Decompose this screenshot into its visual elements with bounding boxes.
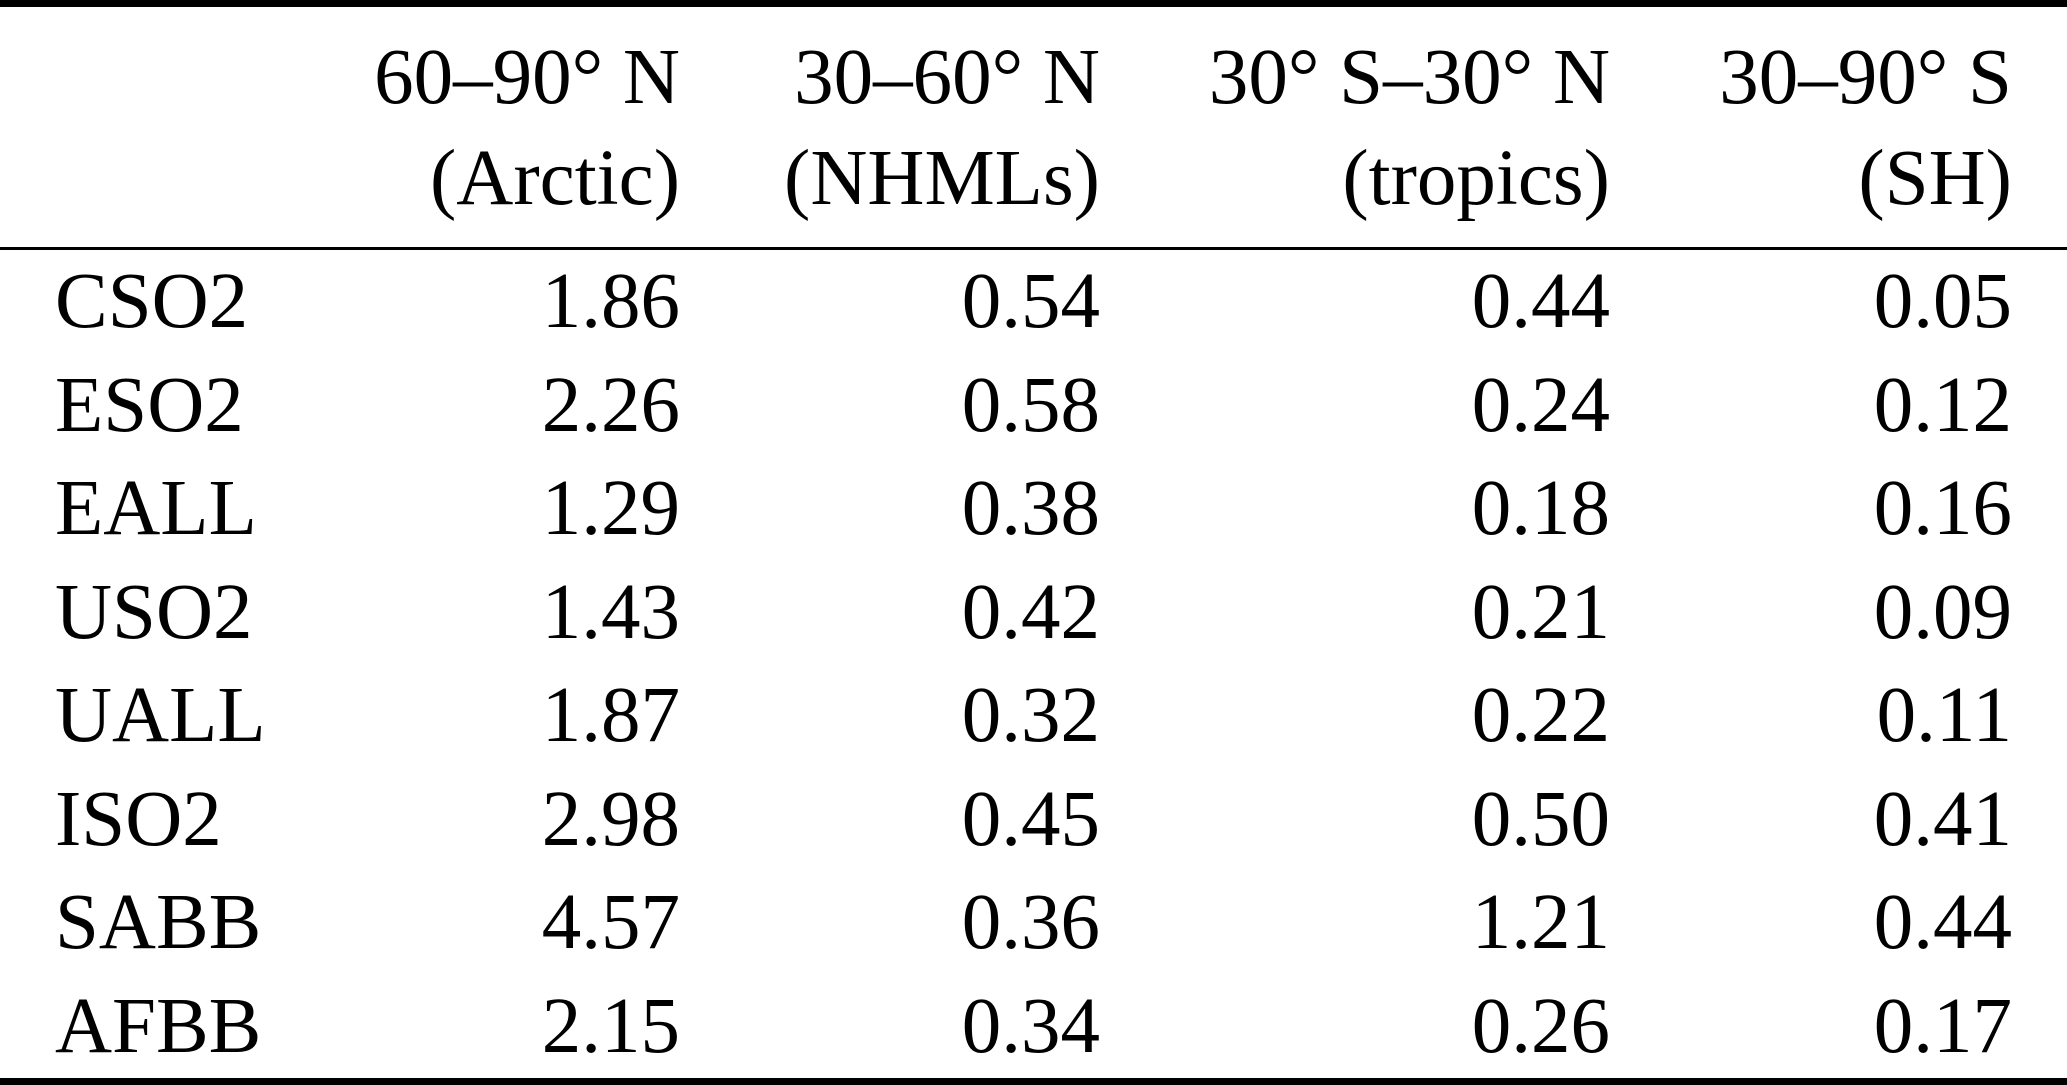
table-cell: 0.05 [1873, 258, 2012, 346]
row-label: ESO2 [55, 361, 244, 449]
header-row: 60–90° N (Arctic) 30–60° N (NHMLs) 30° S… [0, 3, 2067, 251]
column-region: (tropics) [1342, 135, 1610, 223]
table-cell: 0.24 [1471, 361, 1610, 449]
column-region: (SH) [1858, 135, 2012, 223]
row-label: ISO2 [55, 775, 222, 863]
table-cell: 1.43 [541, 568, 680, 656]
table-cell: 0.22 [1471, 672, 1610, 760]
column-range: 30–60° N [794, 34, 1100, 121]
table-cell: 0.17 [1873, 982, 2012, 1070]
table-row-sabb: SABB 4.57 0.36 1.21 0.44 [0, 871, 2067, 974]
column-range: 60–90° N [374, 34, 680, 121]
table-cell: 0.38 [961, 465, 1100, 553]
column-header-tropics: 30° S–30° N (tropics) [1100, 3, 1610, 251]
table-cell: 0.54 [961, 258, 1100, 346]
table-cell: 0.58 [961, 361, 1100, 449]
table-cell: 0.26 [1471, 982, 1610, 1070]
row-label: USO2 [55, 568, 253, 656]
table-cell: 0.41 [1873, 775, 2012, 863]
table-cell: 2.15 [541, 982, 680, 1070]
table-cell: 0.34 [961, 982, 1100, 1070]
column-range: 30° S–30° N [1208, 34, 1610, 121]
row-label: EALL [55, 465, 257, 553]
table-cell: 0.09 [1873, 568, 2012, 656]
table-row-uall: UALL 1.87 0.32 0.22 0.11 [0, 664, 2067, 767]
row-label: AFBB [55, 982, 262, 1070]
table-row-eso2: ESO2 2.26 0.58 0.24 0.12 [0, 354, 2067, 457]
table-cell: 2.98 [541, 775, 680, 863]
table-cell: 0.42 [961, 568, 1100, 656]
row-label: UALL [55, 672, 266, 760]
table-row-eall: EALL 1.29 0.38 0.18 0.16 [0, 457, 2067, 560]
table-row-afbb: AFBB 2.15 0.34 0.26 0.17 [0, 974, 2067, 1081]
table-row-iso2: ISO2 2.98 0.45 0.50 0.41 [0, 768, 2067, 871]
table-cell: 0.18 [1471, 465, 1610, 553]
table-cell: 1.21 [1471, 879, 1610, 967]
table-header: 60–90° N (Arctic) 30–60° N (NHMLs) 30° S… [0, 3, 2067, 251]
table-cell: 0.50 [1471, 775, 1610, 863]
table-cell: 0.32 [961, 672, 1100, 760]
table-cell: 1.29 [541, 465, 680, 553]
table-cell: 0.21 [1471, 568, 1610, 656]
table-cell: 0.45 [961, 775, 1100, 863]
table-cell: 0.11 [1876, 672, 2012, 760]
table-cell: 0.12 [1873, 361, 2012, 449]
table-row-cso2: CSO2 1.86 0.54 0.44 0.05 [0, 249, 2067, 354]
row-label: SABB [55, 879, 262, 967]
table-cell: 0.16 [1873, 465, 2012, 553]
table-cell: 0.44 [1873, 879, 2012, 967]
row-label: CSO2 [55, 258, 249, 346]
table-cell: 1.87 [541, 672, 680, 760]
table-cell: 4.57 [541, 879, 680, 967]
table-cell: 0.44 [1471, 258, 1610, 346]
column-region: (NHMLs) [784, 135, 1100, 223]
table-cell: 0.36 [961, 879, 1100, 967]
corner-cell [0, 3, 330, 251]
column-region: (Arctic) [430, 135, 680, 223]
table-cell: 2.26 [541, 361, 680, 449]
column-header-nhmls: 30–60° N (NHMLs) [680, 3, 1100, 251]
column-header-arctic: 60–90° N (Arctic) [330, 3, 680, 251]
table-row-uso2: USO2 1.43 0.42 0.21 0.09 [0, 561, 2067, 664]
table-body: CSO2 1.86 0.54 0.44 0.05 ESO2 2.26 0.58 … [0, 249, 2067, 1082]
column-range: 30–90° S [1719, 34, 2012, 121]
table-cell: 1.86 [541, 258, 680, 346]
column-header-sh: 30–90° S (SH) [1610, 3, 2067, 251]
